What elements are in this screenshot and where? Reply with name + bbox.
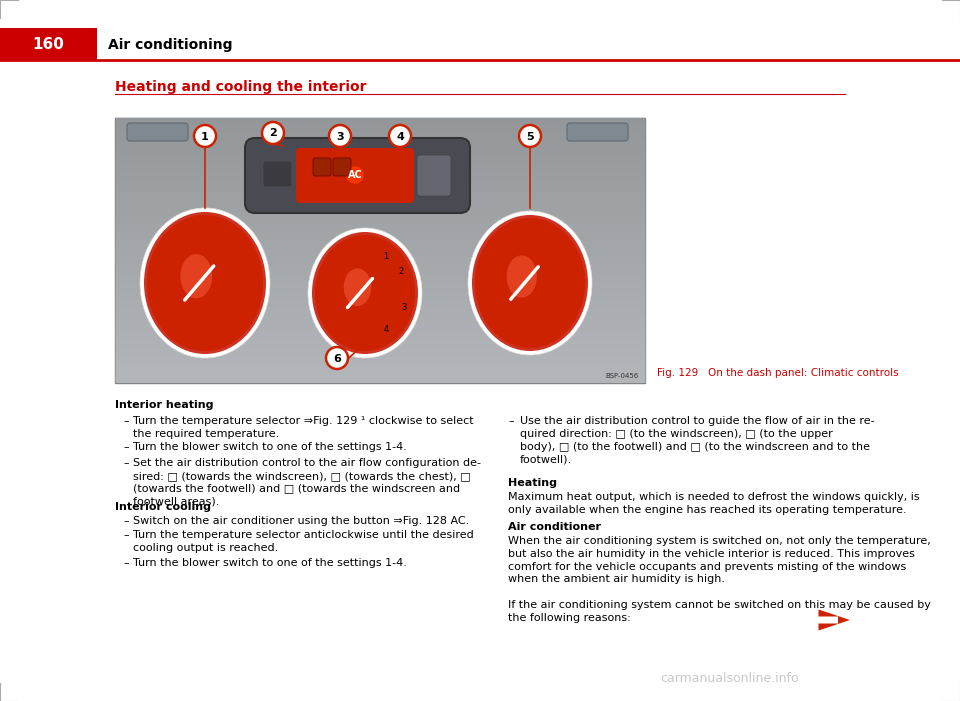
Text: –: –: [123, 516, 129, 526]
Text: Turn the temperature selector ⇒Fig. 129 ¹ clockwise to select
the required tempe: Turn the temperature selector ⇒Fig. 129 …: [133, 416, 473, 439]
Text: Turn the blower switch to one of the settings 1-4.: Turn the blower switch to one of the set…: [133, 442, 407, 452]
FancyBboxPatch shape: [263, 161, 292, 187]
Ellipse shape: [507, 255, 537, 298]
Text: Switch on the air conditioner using the button ⇒Fig. 128 AC.: Switch on the air conditioner using the …: [133, 516, 469, 526]
Ellipse shape: [472, 215, 588, 351]
FancyArrow shape: [819, 609, 850, 630]
Text: 1: 1: [202, 132, 209, 142]
Text: 3: 3: [402, 303, 407, 312]
Text: 1: 1: [383, 252, 389, 261]
Text: Turn the blower switch to one of the settings 1-4.: Turn the blower switch to one of the set…: [133, 558, 407, 568]
Text: Heating: Heating: [508, 478, 557, 488]
FancyBboxPatch shape: [567, 123, 628, 141]
Text: Turn the temperature selector anticlockwise until the desired
cooling output is : Turn the temperature selector anticlockw…: [133, 530, 473, 553]
Circle shape: [194, 125, 216, 147]
Bar: [115, 118, 645, 383]
Circle shape: [347, 167, 363, 183]
Text: –: –: [123, 442, 129, 452]
Text: –: –: [123, 530, 129, 540]
Text: Use the air distribution control to guide the flow of air in the re-
quired dire: Use the air distribution control to guid…: [520, 416, 875, 464]
Circle shape: [326, 347, 348, 369]
FancyBboxPatch shape: [313, 158, 331, 176]
Text: Fig. 129   On the dash panel: Climatic controls: Fig. 129 On the dash panel: Climatic con…: [657, 368, 899, 378]
Circle shape: [519, 125, 541, 147]
Ellipse shape: [140, 208, 270, 358]
Ellipse shape: [144, 212, 266, 354]
Ellipse shape: [315, 235, 415, 351]
Text: –: –: [508, 416, 514, 426]
Text: Heating and cooling the interior: Heating and cooling the interior: [115, 80, 367, 94]
Text: Set the air distribution control to the air flow configuration de-
sired: □ (tow: Set the air distribution control to the …: [133, 458, 481, 506]
Text: 2: 2: [269, 128, 276, 139]
Ellipse shape: [468, 211, 592, 355]
FancyBboxPatch shape: [333, 158, 351, 176]
Ellipse shape: [312, 232, 418, 354]
Text: 4: 4: [396, 132, 404, 142]
Ellipse shape: [344, 268, 372, 306]
FancyBboxPatch shape: [245, 138, 470, 213]
Ellipse shape: [180, 254, 212, 299]
Circle shape: [389, 125, 411, 147]
FancyBboxPatch shape: [417, 155, 451, 196]
Text: –: –: [123, 558, 129, 568]
FancyBboxPatch shape: [127, 123, 188, 141]
Text: 5: 5: [526, 132, 534, 142]
Circle shape: [329, 125, 351, 147]
Circle shape: [262, 122, 284, 144]
Text: 3: 3: [336, 132, 344, 142]
Text: 160: 160: [32, 37, 64, 52]
Bar: [0, 28, 97, 60]
Ellipse shape: [308, 228, 422, 358]
Text: carmanualsonline.info: carmanualsonline.info: [660, 672, 799, 685]
Text: 2: 2: [398, 268, 404, 276]
Text: Interior heating: Interior heating: [115, 400, 213, 410]
Ellipse shape: [147, 215, 263, 351]
Text: 6: 6: [333, 353, 341, 364]
Text: Maximum heat output, which is needed to defrost the windows quickly, is
only ava: Maximum heat output, which is needed to …: [508, 492, 920, 515]
FancyBboxPatch shape: [296, 148, 414, 203]
Text: When the air conditioning system is switched on, not only the temperature,
but a: When the air conditioning system is swit…: [508, 536, 931, 622]
Text: –: –: [123, 458, 129, 468]
Text: Air conditioning: Air conditioning: [108, 37, 232, 51]
Text: AC: AC: [348, 170, 362, 180]
Ellipse shape: [475, 218, 585, 348]
Text: Air conditioner: Air conditioner: [508, 522, 601, 532]
Text: Interior cooling: Interior cooling: [115, 502, 211, 512]
Text: –: –: [123, 416, 129, 426]
Text: 4: 4: [383, 325, 389, 334]
Text: BSP-0456: BSP-0456: [606, 373, 639, 379]
